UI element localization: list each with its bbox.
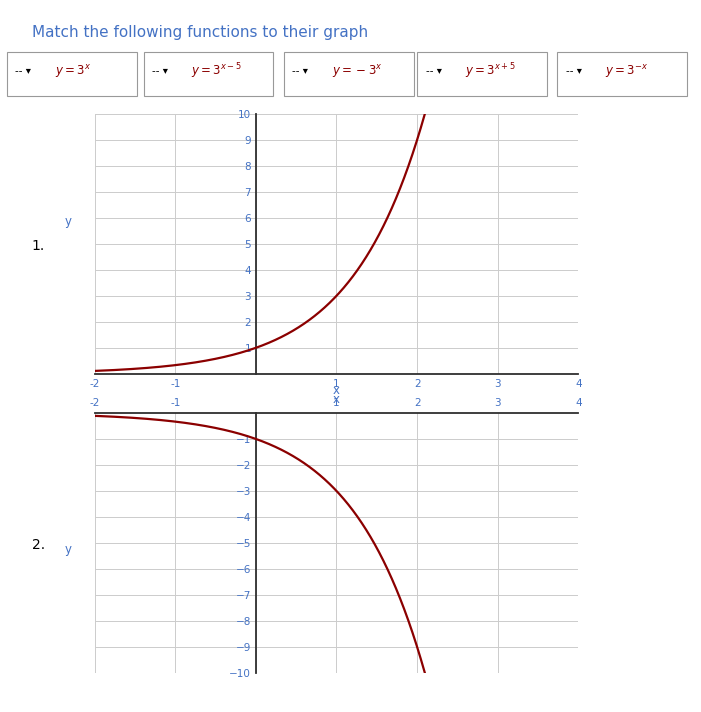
- Text: $y =3^{x+5}$: $y =3^{x+5}$: [465, 61, 515, 81]
- Text: -- ▾: -- ▾: [15, 66, 32, 76]
- Text: $y =3^{x}$: $y =3^{x}$: [55, 63, 91, 80]
- Text: $y =3^{x-5}$: $y =3^{x-5}$: [191, 61, 242, 81]
- FancyBboxPatch shape: [7, 52, 137, 95]
- Text: $y =-3^{x}$: $y =-3^{x}$: [332, 63, 382, 80]
- X-axis label: x: x: [333, 384, 340, 397]
- FancyBboxPatch shape: [557, 52, 687, 95]
- Text: $y =3^{-x}$: $y =3^{-x}$: [605, 63, 648, 80]
- Text: -- ▾: -- ▾: [566, 66, 582, 76]
- Text: 1.: 1.: [32, 239, 45, 253]
- Text: 2.: 2.: [32, 538, 45, 552]
- Text: -- ▾: -- ▾: [292, 66, 308, 76]
- FancyBboxPatch shape: [284, 52, 414, 95]
- FancyBboxPatch shape: [417, 52, 547, 95]
- Text: Match the following functions to their graph: Match the following functions to their g…: [32, 25, 367, 40]
- Y-axis label: y: y: [64, 215, 72, 229]
- FancyBboxPatch shape: [144, 52, 273, 95]
- Text: -- ▾: -- ▾: [152, 66, 168, 76]
- Text: -- ▾: -- ▾: [426, 66, 442, 76]
- Y-axis label: y: y: [64, 543, 72, 556]
- X-axis label: x: x: [333, 393, 340, 406]
